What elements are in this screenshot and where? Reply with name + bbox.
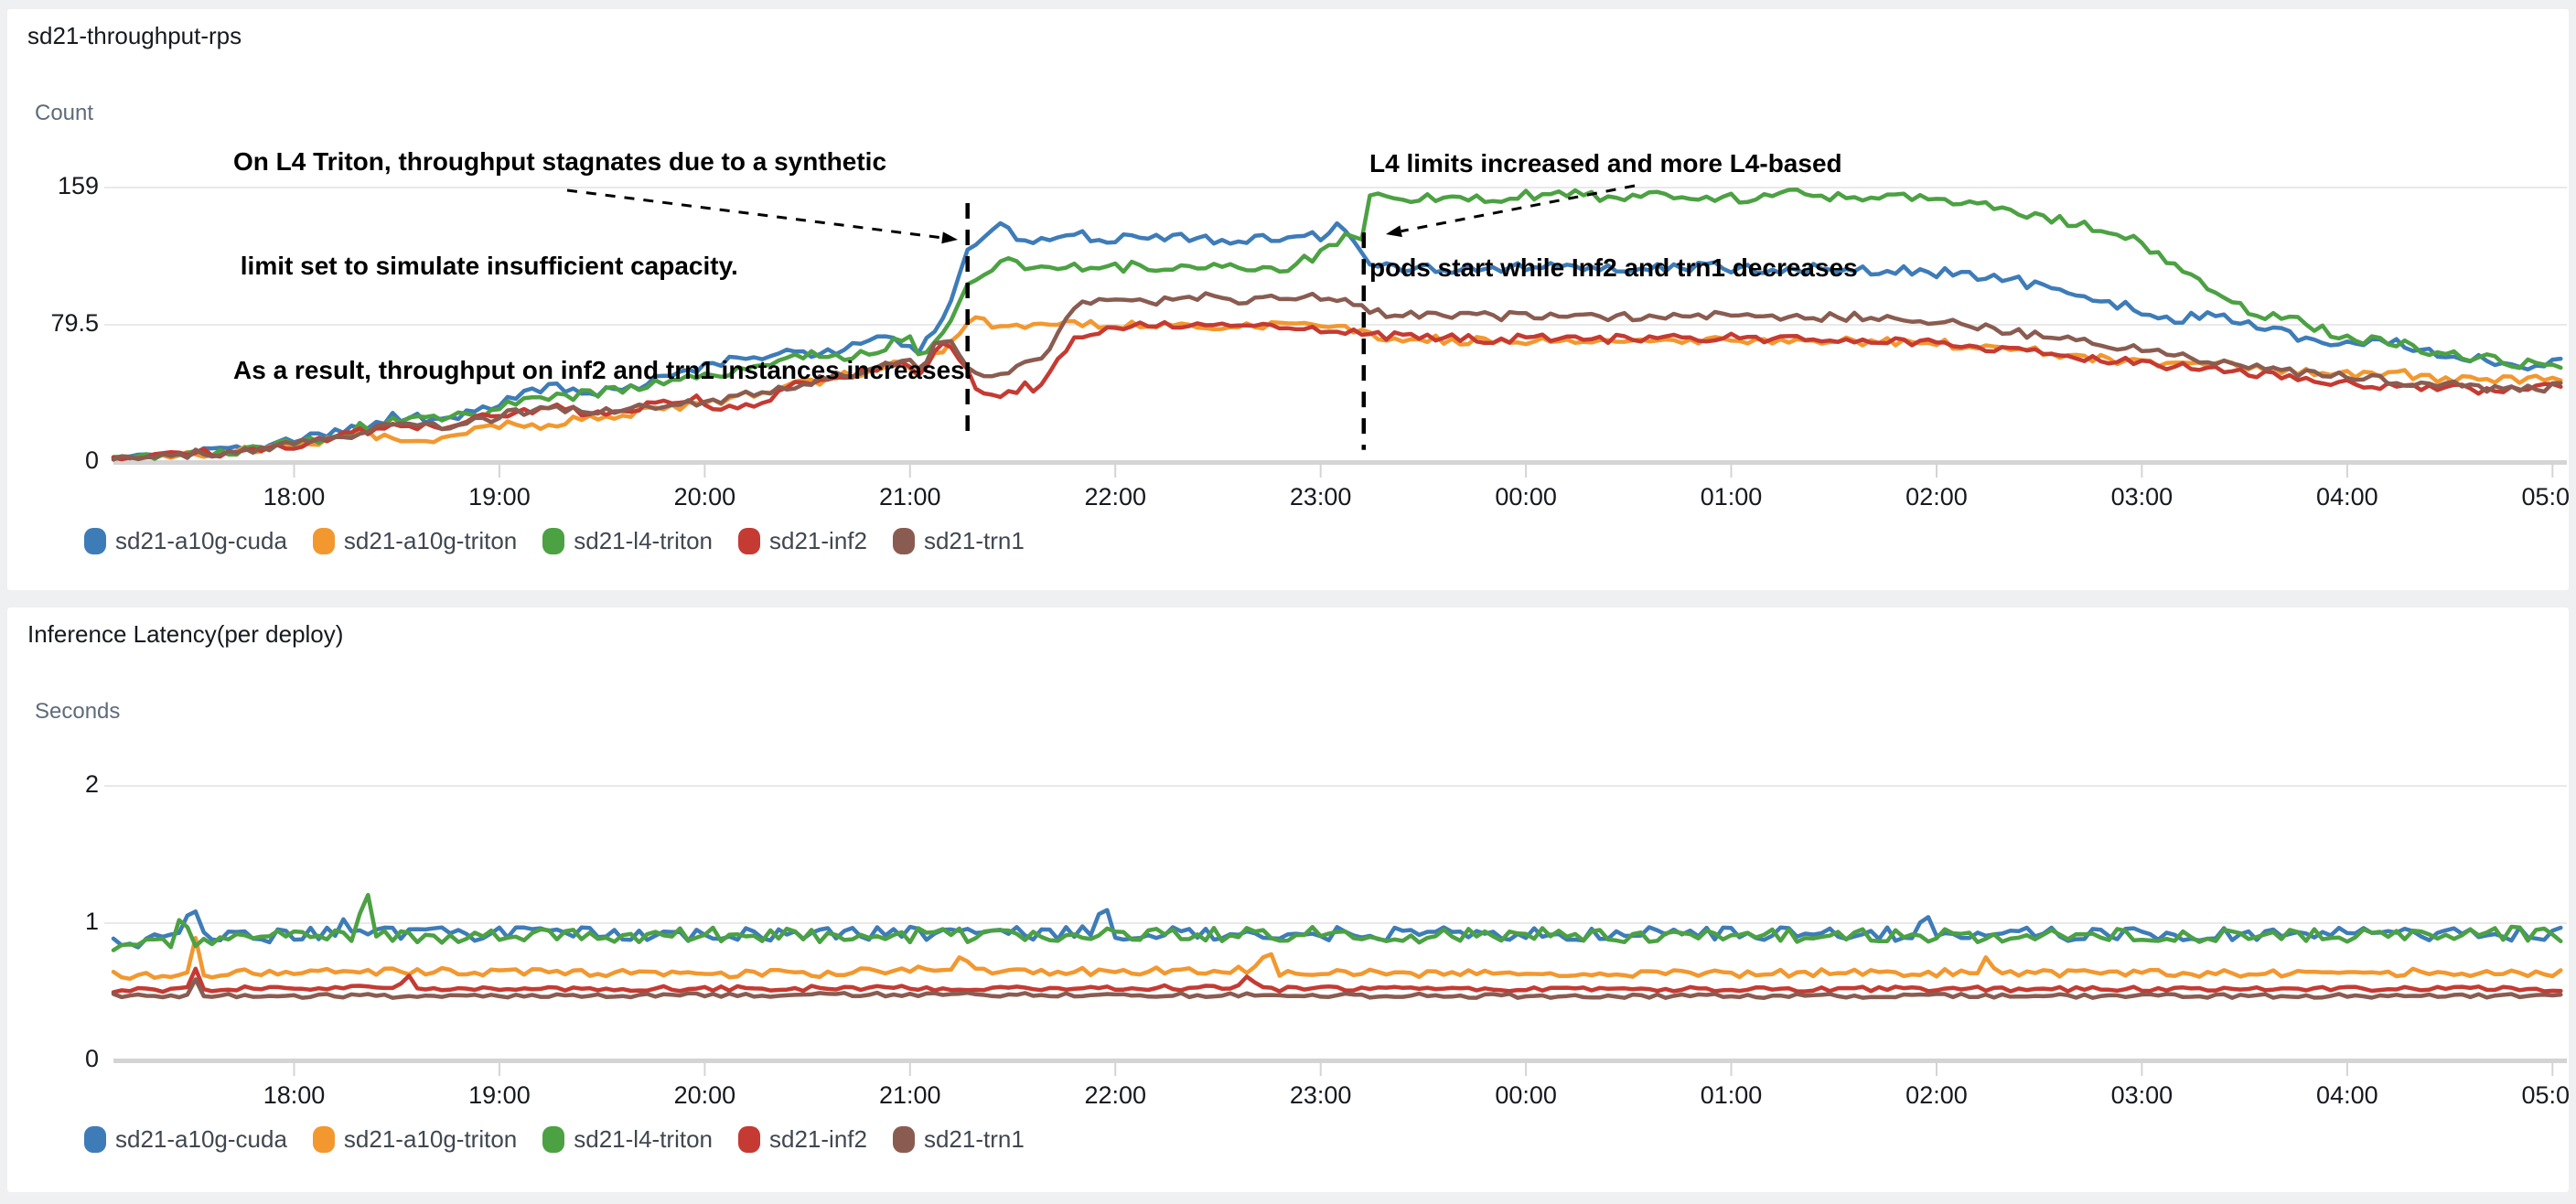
legend-item-sd21-trn1[interactable]: sd21-trn1 (892, 1125, 1025, 1154)
series-line-sd21-trn1 (111, 977, 2563, 1000)
legend-color-swatch (312, 528, 335, 554)
legend-color-swatch (738, 528, 760, 554)
annotation-synthetic-limit: On L4 Triton, throughput stagnates due t… (233, 75, 972, 457)
x-axis-line (113, 460, 2567, 465)
legend-item-sd21-l4-triton[interactable]: sd21-l4-triton (542, 527, 713, 555)
series-line-sd21-a10g-triton (111, 935, 2563, 982)
throughput-plot-area[interactable] (7, 9, 2569, 590)
latency-plot-area[interactable] (7, 607, 2569, 1189)
legend-label: sd21-inf2 (769, 527, 867, 554)
legend-label: sd21-inf2 (769, 1125, 867, 1153)
annotation-line: pods start while Inf2 and trn1 decreases (1369, 253, 1858, 282)
annotation-line: L4 limits increased and more L4-based (1369, 149, 1842, 177)
throughput-chart-card: sd21-throughput-rps Count 159 79.5 0 18:00… (7, 9, 2569, 590)
series-line-sd21-a10g-cuda (111, 908, 2563, 950)
legend-label: sd21-a10g-cuda (115, 1125, 287, 1153)
series-line-sd21-l4-triton (111, 892, 2563, 952)
series-line-sd21-l4-triton (111, 187, 2563, 461)
throughput-legend: sd21-a10g-cuda sd21-a10g-triton sd21-l4-tr… (84, 527, 1025, 555)
legend-color-swatch (892, 528, 915, 554)
annotation-arrow-line (566, 188, 943, 240)
legend-label: sd21-a10g-triton (343, 1125, 518, 1153)
legend-item-sd21-inf2[interactable]: sd21-inf2 (738, 527, 867, 555)
annotation-line: limit set to simulate insufficient capac… (233, 252, 738, 280)
legend-item-sd21-a10g-cuda[interactable]: sd21-a10g-cuda (84, 527, 287, 555)
series-line-sd21-trn1 (111, 291, 2563, 462)
legend-item-sd21-a10g-triton[interactable]: sd21-a10g-triton (312, 527, 518, 555)
annotation-arrow-line (1401, 184, 1636, 233)
legend-item-sd21-a10g-cuda[interactable]: sd21-a10g-cuda (84, 1125, 287, 1154)
legend-label: sd21-trn1 (923, 527, 1025, 554)
legend-label: sd21-trn1 (923, 1125, 1025, 1153)
legend-label: sd21-l4-triton (574, 1125, 713, 1153)
annotation-l4-limits-increased: L4 limits increased and more L4-based po… (1369, 77, 1858, 355)
legend-label: sd21-l4-triton (574, 527, 713, 554)
series-line-sd21-inf2 (111, 966, 2563, 994)
legend-color-swatch (738, 1126, 760, 1153)
chart-title-throughput: sd21-throughput-rps (27, 22, 242, 49)
annotation-arrow-head (941, 231, 958, 244)
latency-legend: sd21-a10g-cuda sd21-a10g-triton sd21-l4-tr… (84, 1125, 1025, 1154)
legend-label: sd21-a10g-cuda (115, 527, 287, 554)
series-line-sd21-inf2 (111, 319, 2563, 462)
x-axis-line (113, 1059, 2567, 1063)
annotation-line: As a result, throughput on inf2 and trn1… (233, 356, 972, 384)
legend-color-swatch (84, 1126, 106, 1153)
chart-title-latency: Inference Latency(per deploy) (27, 620, 344, 648)
legend-item-sd21-l4-triton[interactable]: sd21-l4-triton (542, 1125, 713, 1154)
legend-color-swatch (542, 528, 565, 554)
series-line-sd21-a10g-cuda (111, 220, 2563, 460)
legend-color-swatch (542, 1126, 565, 1153)
legend-label: sd21-a10g-triton (343, 527, 518, 554)
legend-color-swatch (312, 1126, 335, 1153)
annotation-line: On L4 Triton, throughput stagnates due t… (233, 147, 887, 176)
legend-item-sd21-trn1[interactable]: sd21-trn1 (892, 527, 1025, 555)
y-axis-unit-seconds: Seconds (35, 699, 121, 724)
legend-item-sd21-a10g-triton[interactable]: sd21-a10g-triton (312, 1125, 518, 1154)
annotation-arrow-head (1386, 225, 1402, 238)
legend-color-swatch (892, 1126, 915, 1153)
legend-item-sd21-inf2[interactable]: sd21-inf2 (738, 1125, 867, 1154)
legend-color-swatch (84, 528, 106, 554)
y-axis-unit-count: Count (35, 101, 94, 125)
